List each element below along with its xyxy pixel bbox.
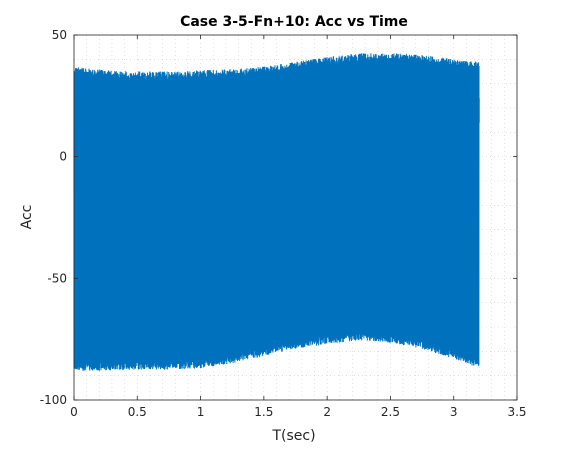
x-axis-label: T(sec) (271, 428, 315, 444)
x-tick-label: 1.5 (254, 405, 273, 419)
ticks: 0 0.5 1 1.5 2 2.5 3 3.5 -100 -50 0 50 (40, 28, 527, 419)
acc-series-line (73, 53, 480, 371)
plot-frame (73, 34, 518, 401)
y-tick-label: 0 (59, 150, 67, 164)
y-tick-label: -100 (40, 393, 67, 407)
x-tick-label: 1 (197, 405, 205, 419)
plot-area: 0 0.5 1 1.5 2 2.5 3 3.5 -100 -50 0 50 (40, 28, 527, 419)
x-tick-label: 3.5 (507, 405, 526, 419)
chart-title: Case 3-5-Fn+10: Acc vs Time (180, 14, 408, 30)
x-tick-label: 2.5 (381, 405, 400, 419)
x-tick-label: 3 (450, 405, 458, 419)
series-layer (73, 53, 480, 371)
y-axis-label: Acc (19, 205, 35, 230)
y-tick-label: 50 (52, 28, 67, 42)
x-tick-label: 0 (70, 405, 78, 419)
x-tick-label: 0.5 (128, 405, 147, 419)
y-tick-label: -50 (47, 271, 67, 285)
x-tick-label: 2 (323, 405, 331, 419)
